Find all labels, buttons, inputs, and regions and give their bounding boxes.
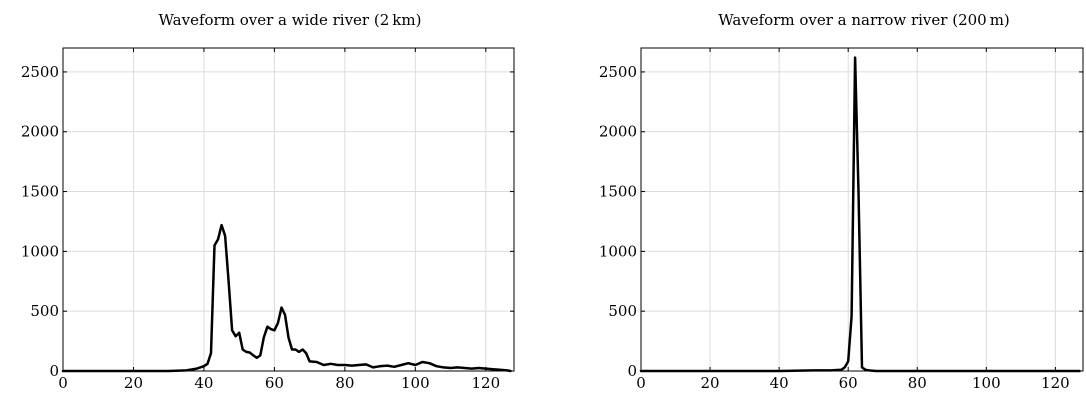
y-tick-label: 1000 [599, 242, 637, 260]
y-tick-label: 0 [49, 362, 59, 380]
y-tick-label: 1500 [21, 183, 59, 201]
chart-panel-narrow-river: Waveform over a narrow river (200 m) 0 20… [599, 11, 1084, 392]
x-tick-label: 40 [194, 374, 213, 392]
x-tick-label: 80 [908, 374, 927, 392]
axis-frame [62, 47, 515, 372]
y-tick-label: 0 [627, 362, 637, 380]
x-tick-label: 120 [471, 374, 500, 392]
series-line [61, 223, 512, 373]
series-line [639, 56, 1081, 373]
y-tick-label: 2500 [599, 63, 637, 81]
y-tick-label: 500 [30, 302, 59, 320]
x-tick-label: 40 [770, 374, 789, 392]
x-tick-label: 20 [701, 374, 720, 392]
y-tick-label: 2500 [21, 63, 59, 81]
x-tick-label: 0 [636, 374, 646, 392]
y-tick-label: 1500 [599, 183, 637, 201]
y-tick-label: 500 [608, 302, 637, 320]
x-tick-label: 0 [58, 374, 68, 392]
y-tick-label: 2000 [599, 123, 637, 141]
chart-panel-wide-river: Waveform over a wide river (2 km) 0 20 40 6… [21, 11, 515, 392]
axis-frame [640, 47, 1084, 372]
x-tick-label: 100 [972, 374, 1001, 392]
x-tick-label: 60 [265, 374, 284, 392]
y-tick-label: 1000 [21, 242, 59, 260]
chart-title: Waveform over a wide river (2 km) [159, 11, 422, 29]
x-tick-label: 60 [839, 374, 858, 392]
x-tick-label: 100 [401, 374, 430, 392]
y-tick-label: 2000 [21, 123, 59, 141]
chart-title: Waveform over a narrow river (200 m) [718, 11, 1010, 29]
x-tick-label: 80 [335, 374, 354, 392]
x-tick-label: 120 [1041, 374, 1070, 392]
x-tick-label: 20 [124, 374, 143, 392]
